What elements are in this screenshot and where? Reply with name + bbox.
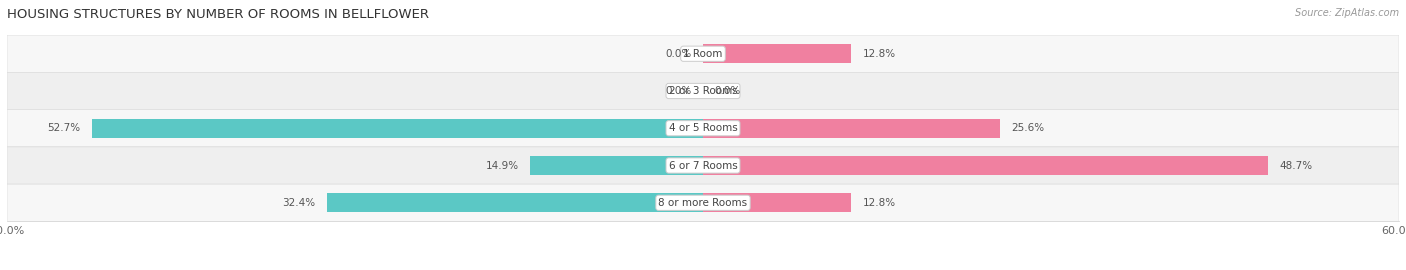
Bar [703,119,1000,138]
Text: 25.6%: 25.6% [1011,123,1045,133]
Text: 12.8%: 12.8% [863,198,896,208]
FancyBboxPatch shape [7,110,1399,147]
Text: 14.9%: 14.9% [485,160,519,171]
Bar [328,193,703,212]
Bar [703,44,852,63]
FancyBboxPatch shape [7,72,1399,110]
Text: 0.0%: 0.0% [714,86,741,96]
Text: 12.8%: 12.8% [863,49,896,59]
Text: 4 or 5 Rooms: 4 or 5 Rooms [669,123,737,133]
Text: HOUSING STRUCTURES BY NUMBER OF ROOMS IN BELLFLOWER: HOUSING STRUCTURES BY NUMBER OF ROOMS IN… [7,8,429,21]
Text: 52.7%: 52.7% [46,123,80,133]
Text: 1 Room: 1 Room [683,49,723,59]
Text: 0.0%: 0.0% [665,49,692,59]
Text: 8 or more Rooms: 8 or more Rooms [658,198,748,208]
FancyBboxPatch shape [7,184,1399,221]
Text: 6 or 7 Rooms: 6 or 7 Rooms [669,160,737,171]
Legend: Owner-occupied, Renter-occupied: Owner-occupied, Renter-occupied [581,267,825,270]
Bar [91,119,703,138]
FancyBboxPatch shape [7,147,1399,184]
Text: 0.0%: 0.0% [665,86,692,96]
Bar [530,156,703,175]
Text: 48.7%: 48.7% [1279,160,1313,171]
Text: 32.4%: 32.4% [283,198,315,208]
Text: Source: ZipAtlas.com: Source: ZipAtlas.com [1295,8,1399,18]
Text: 2 or 3 Rooms: 2 or 3 Rooms [669,86,737,96]
FancyBboxPatch shape [7,35,1399,72]
Bar [703,193,852,212]
Bar [703,156,1268,175]
